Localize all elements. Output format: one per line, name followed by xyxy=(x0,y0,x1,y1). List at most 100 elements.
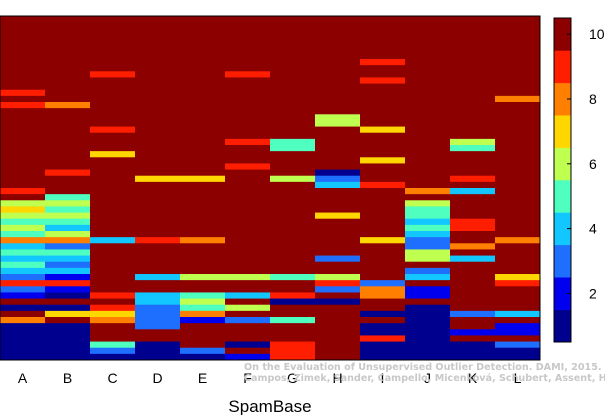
heatmap-cell-A-33 xyxy=(0,218,46,226)
heatmap-cell-H-50 xyxy=(315,323,361,330)
heatmap-cell-D-21 xyxy=(135,145,181,152)
heatmap-cell-B-3 xyxy=(45,34,91,41)
x-tick-label-G: G xyxy=(287,370,298,386)
heatmap-cell-F-37 xyxy=(225,243,271,250)
colorbar-segment-3 xyxy=(554,244,571,278)
heatmap-cell-H-2 xyxy=(315,28,361,35)
heatmap-cell-E-36 xyxy=(180,237,226,244)
heatmap-cell-G-39 xyxy=(270,255,316,263)
heatmap-cell-F-26 xyxy=(225,175,271,183)
heatmap-cell-D-30 xyxy=(135,200,181,207)
heatmap-cell-D-27 xyxy=(135,181,181,189)
heatmap-cell-L-40 xyxy=(495,261,541,269)
heatmap-cell-I-22 xyxy=(360,151,406,158)
heatmap-cell-G-2 xyxy=(270,28,316,35)
heatmap-cell-F-32 xyxy=(225,212,271,220)
heatmap-cell-G-12 xyxy=(270,89,316,97)
heatmap-cell-A-16 xyxy=(0,114,46,121)
heatmap-cell-I-5 xyxy=(360,46,406,54)
heatmap-cell-L-14 xyxy=(495,102,541,109)
heatmap-cell-C-53 xyxy=(90,341,136,349)
heatmap-cell-H-54 xyxy=(315,347,361,355)
heatmap-cell-G-5 xyxy=(270,46,316,54)
heatmap-cell-F-28 xyxy=(225,188,271,195)
heatmap-cell-H-17 xyxy=(315,120,361,127)
heatmap-cell-K-40 xyxy=(450,261,496,269)
heatmap-cell-B-52 xyxy=(45,335,91,342)
heatmap-cell-H-0 xyxy=(315,16,361,23)
heatmap-cell-H-23 xyxy=(315,157,361,164)
heatmap-cell-F-31 xyxy=(225,206,271,213)
heatmap-cell-C-37 xyxy=(90,243,136,250)
heatmap-cell-K-53 xyxy=(450,341,496,349)
heatmap-cell-A-39 xyxy=(0,255,46,263)
heatmap-cell-G-40 xyxy=(270,261,316,269)
heatmap-cell-D-33 xyxy=(135,218,181,226)
heatmap-cell-E-4 xyxy=(180,40,226,48)
heatmap-cell-A-13 xyxy=(0,95,46,103)
heatmap-cell-A-3 xyxy=(0,34,46,41)
heatmap-cell-D-4 xyxy=(135,40,181,48)
colorbar-tick-label-2: 2 xyxy=(589,285,597,301)
heatmap-cell-J-50 xyxy=(405,323,451,330)
heatmap-cell-D-51 xyxy=(135,329,181,336)
heatmap-cell-E-40 xyxy=(180,261,226,269)
heatmap-cell-C-51 xyxy=(90,329,136,336)
heatmap-cell-J-52 xyxy=(405,335,451,342)
x-tick-label-D: D xyxy=(152,370,162,386)
heatmap-cell-G-27 xyxy=(270,181,316,189)
heatmap-cell-H-29 xyxy=(315,194,361,201)
heatmap-cell-I-44 xyxy=(360,286,406,293)
heatmap-cell-G-30 xyxy=(270,200,316,207)
heatmap-cell-B-14 xyxy=(45,102,91,109)
heatmap-cell-I-54 xyxy=(360,347,406,355)
heatmap-cell-J-3 xyxy=(405,34,451,41)
heatmap-cell-I-11 xyxy=(360,83,406,91)
heatmap-cell-L-30 xyxy=(495,200,541,207)
heatmap-cell-I-15 xyxy=(360,108,406,115)
heatmap-cell-J-27 xyxy=(405,181,451,189)
heatmap-cell-G-31 xyxy=(270,206,316,213)
x-tick-label-A: A xyxy=(18,370,28,386)
heatmap-cell-J-7 xyxy=(405,59,451,66)
heatmap-cell-I-51 xyxy=(360,329,406,336)
heatmap-cell-B-27 xyxy=(45,181,91,189)
heatmap-cell-C-17 xyxy=(90,120,136,127)
heatmap-cell-J-49 xyxy=(405,317,451,324)
heatmap-cell-L-2 xyxy=(495,28,541,35)
x-tick-label-K: K xyxy=(468,370,478,386)
heatmap-cell-B-41 xyxy=(45,267,91,275)
heatmap-cell-K-33 xyxy=(450,218,496,226)
heatmap-cell-E-33 xyxy=(180,218,226,226)
heatmap-cell-I-55 xyxy=(360,353,406,361)
heatmap-cell-A-10 xyxy=(0,77,46,84)
heatmap-cell-H-33 xyxy=(315,218,361,226)
heatmap-cell-B-46 xyxy=(45,298,91,306)
watermark-line-1: On the Evaluation of Unsupervised Outlie… xyxy=(244,362,602,373)
heatmap-cell-D-46 xyxy=(135,298,181,306)
heatmap-cell-D-43 xyxy=(135,280,181,287)
heatmap-cell-F-54 xyxy=(225,347,271,355)
heatmap-cell-H-21 xyxy=(315,145,361,152)
heatmap-cell-A-26 xyxy=(0,175,46,183)
heatmap-cell-C-29 xyxy=(90,194,136,201)
heatmap-cell-F-39 xyxy=(225,255,271,263)
heatmap-cell-C-20 xyxy=(90,138,136,146)
heatmap-cell-A-35 xyxy=(0,231,46,238)
heatmap-cell-C-7 xyxy=(90,59,136,66)
heatmap-cell-C-38 xyxy=(90,249,136,256)
colorbar-tick-label-10: 10 xyxy=(589,26,605,42)
heatmap-cell-C-48 xyxy=(90,310,136,318)
heatmap-cell-G-29 xyxy=(270,194,316,201)
heatmap-cell-K-49 xyxy=(450,317,496,324)
heatmap-cell-C-23 xyxy=(90,157,136,164)
colorbar-tick-label-6: 6 xyxy=(589,156,597,172)
heatmap-cell-F-33 xyxy=(225,218,271,226)
heatmap-cell-J-40 xyxy=(405,261,451,269)
heatmap-cell-I-19 xyxy=(360,132,406,140)
heatmap-cell-C-8 xyxy=(90,65,136,72)
heatmap-cell-C-49 xyxy=(90,317,136,324)
heatmap-cell-G-23 xyxy=(270,157,316,164)
heatmap-cell-L-13 xyxy=(495,95,541,103)
heatmap-cell-H-10 xyxy=(315,77,361,84)
